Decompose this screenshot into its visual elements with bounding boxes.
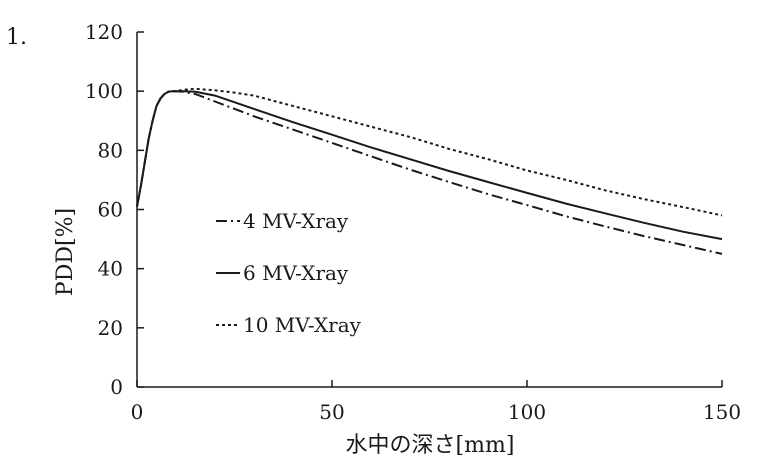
- ticks: 0 20 40 60 80 100 120 0 50 100 150: [85, 20, 741, 424]
- x-tick-label: 100: [508, 400, 546, 424]
- x-tick-label: 0: [131, 400, 144, 424]
- figure-number: 1.: [6, 25, 27, 50]
- legend-label-3: 10 MV-Xray: [243, 313, 362, 337]
- legend: 4 MV-Xray 6 MV-Xray 10 MV-Xray: [216, 209, 362, 337]
- y-tick-label: 80: [98, 138, 123, 162]
- x-axis-label: 水中の深さ[mm]: [346, 433, 515, 458]
- x-tick-label: 50: [319, 400, 344, 424]
- y-tick-label: 40: [98, 257, 123, 281]
- y-tick-label: 0: [110, 375, 123, 399]
- y-tick-label: 20: [98, 316, 123, 340]
- x-tick-label: 150: [703, 400, 741, 424]
- y-axis-label: PDD[%]: [53, 208, 78, 296]
- y-tick-label: 60: [98, 198, 123, 222]
- axes: [136, 32, 722, 388]
- y-tick-label: 120: [85, 20, 123, 44]
- series-line-3: [136, 87, 723, 217]
- series-line-2: [136, 90, 723, 241]
- y-tick-label: 100: [85, 79, 123, 103]
- legend-label-1: 4 MV-Xray: [243, 209, 349, 233]
- series-lines: [136, 87, 723, 255]
- legend-label-2: 6 MV-Xray: [243, 261, 349, 285]
- series-line-1: [136, 90, 723, 255]
